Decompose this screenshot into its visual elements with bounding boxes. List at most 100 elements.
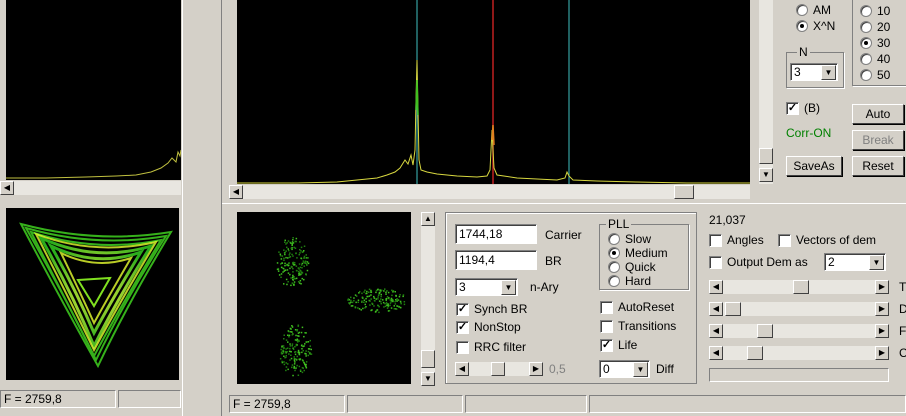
angles-checkbox[interactable] — [709, 234, 722, 247]
constellation-dot — [279, 253, 282, 255]
rrc-slider[interactable]: ◀ ▶ — [455, 362, 543, 376]
n-select[interactable]: 3 ▼ — [790, 63, 838, 81]
slider-t-thumb[interactable] — [793, 280, 809, 294]
output-dem-checkbox[interactable] — [709, 256, 722, 269]
slider-d-right[interactable]: ▶ — [875, 302, 889, 316]
constellation-vscroll-down[interactable]: ▼ — [421, 372, 435, 386]
constellation-dot — [385, 293, 387, 295]
scroll-left-button[interactable]: ◀ — [0, 181, 14, 195]
pll-radio-slow[interactable] — [608, 233, 620, 245]
slider-c-left[interactable]: ◀ — [709, 346, 723, 360]
life-checkbox[interactable]: ✓ — [600, 339, 613, 352]
slider-d-left[interactable]: ◀ — [709, 302, 723, 316]
slider-f-thumb[interactable] — [757, 324, 773, 338]
output-dem-select[interactable]: 2 ▼ — [824, 253, 886, 271]
slider-f-left[interactable]: ◀ — [709, 324, 723, 338]
constellation-vscroll[interactable]: ▲ ▼ — [421, 212, 435, 386]
constellation-dot — [292, 255, 294, 257]
num-radio-40[interactable] — [860, 53, 872, 65]
constellation-dot — [391, 289, 393, 292]
constellation-dot — [288, 330, 290, 333]
constellation-dot — [357, 301, 359, 303]
chevron-down-icon[interactable]: ▼ — [821, 65, 836, 80]
rrc-slider-thumb[interactable] — [491, 362, 505, 376]
slider-t[interactable]: ◀ ▶ — [709, 280, 889, 294]
constellation-dot — [350, 301, 352, 303]
pll-radio-medium[interactable] — [608, 247, 620, 259]
constellation-dot — [282, 345, 285, 347]
num-radio-30[interactable] — [860, 37, 872, 49]
constellation-dot — [306, 264, 308, 266]
mode-radio-am[interactable] — [796, 4, 808, 16]
rrc-slider-left[interactable]: ◀ — [455, 362, 469, 376]
constellation-dot — [394, 303, 397, 305]
saveas-button[interactable]: SaveAs — [786, 156, 842, 176]
slider-d[interactable]: ◀ ▶ — [709, 302, 889, 316]
diff-select[interactable]: 0 ▼ — [599, 360, 650, 378]
constellation-dot — [387, 305, 389, 307]
spectrum-vscroll-down[interactable]: ▼ — [759, 168, 773, 182]
spectrum-vertical-scrollbar[interactable]: ▼ — [759, 0, 773, 184]
constellation-dot — [306, 261, 309, 263]
num-radio-20[interactable] — [860, 21, 872, 33]
constellation-dot — [285, 362, 287, 364]
mode-radio-xn[interactable] — [796, 20, 808, 32]
constellation-vscroll-up[interactable]: ▲ — [421, 212, 435, 226]
constellation-dot — [305, 254, 307, 256]
constellation-dot — [281, 267, 284, 269]
autoreset-checkbox[interactable] — [600, 301, 613, 314]
carrier-input[interactable]: 1744,18 — [455, 224, 537, 244]
constellation-dot — [350, 305, 353, 307]
slider-f-right[interactable]: ▶ — [875, 324, 889, 338]
constellation-vscroll-thumb[interactable] — [421, 350, 435, 368]
constellation-dot — [300, 331, 303, 334]
auto-button[interactable]: Auto — [852, 104, 904, 124]
angles-label: Angles — [727, 233, 764, 247]
nonstop-checkbox[interactable]: ✓ — [456, 321, 469, 334]
spectrum-vscroll-thumb[interactable] — [759, 148, 773, 164]
constellation-dot — [277, 267, 280, 270]
constellation-dot — [309, 345, 311, 347]
rrc-slider-value: 0,5 — [549, 362, 566, 376]
status-frequency: F = 2759,8 — [229, 395, 345, 413]
spectrum-hscroll-left[interactable]: ◀ — [229, 185, 243, 199]
rrc-slider-right[interactable]: ▶ — [529, 362, 543, 376]
b-checkbox[interactable]: ✓ — [786, 102, 799, 115]
constellation-dot — [285, 369, 287, 372]
slider-d-thumb[interactable] — [725, 302, 741, 316]
num-radio-10[interactable] — [860, 5, 872, 17]
slider-c[interactable]: ◀ ▶ — [709, 346, 889, 360]
synch-br-checkbox[interactable]: ✓ — [456, 303, 469, 316]
break-button[interactable]: Break — [852, 130, 904, 150]
constellation-dot — [286, 351, 288, 353]
constellation-dot — [292, 374, 294, 377]
num-radio-50[interactable] — [860, 69, 872, 81]
left-spectrum-trace — [6, 149, 182, 179]
left-spectrum-scrollbar[interactable]: ◀ — [0, 181, 181, 195]
constellation-dot — [303, 245, 306, 247]
constellation-dot — [287, 368, 289, 371]
constellation-dot — [403, 303, 406, 306]
pll-radio-quick[interactable] — [608, 261, 620, 273]
spectrum-horizontal-scrollbar[interactable]: ◀ — [229, 185, 750, 199]
vectors-checkbox[interactable] — [778, 234, 791, 247]
reset-button[interactable]: Reset — [852, 156, 904, 176]
spectrum-hscroll-thumb[interactable] — [674, 185, 694, 199]
rrc-filter-checkbox[interactable] — [456, 341, 469, 354]
br-input[interactable]: 1194,4 — [455, 250, 537, 270]
constellation-dot — [365, 297, 367, 300]
slider-f[interactable]: ◀ ▶ — [709, 324, 889, 338]
chevron-down-icon[interactable]: ▼ — [869, 255, 884, 270]
pll-radio-hard[interactable] — [608, 275, 620, 287]
chevron-down-icon[interactable]: ▼ — [633, 362, 648, 377]
slider-c-right[interactable]: ▶ — [875, 346, 889, 360]
chevron-down-icon[interactable]: ▼ — [501, 280, 516, 295]
constellation-dot — [385, 301, 388, 304]
constellation-dot — [281, 353, 283, 355]
slider-c-thumb[interactable] — [747, 346, 763, 360]
transitions-checkbox[interactable] — [600, 320, 613, 333]
slider-t-left[interactable]: ◀ — [709, 280, 723, 294]
slider-t-right[interactable]: ▶ — [875, 280, 889, 294]
constellation-dot — [347, 298, 350, 300]
nary-select[interactable]: 3 ▼ — [455, 278, 518, 296]
